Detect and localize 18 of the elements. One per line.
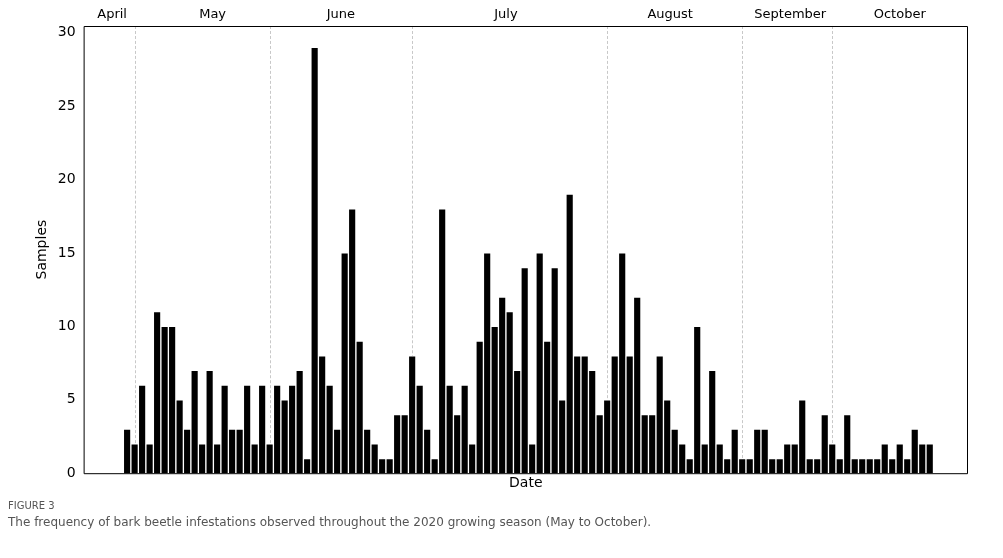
text: September [754, 6, 827, 21]
y-tick-label: 20 [57, 170, 76, 187]
y-tick-label: 5 [66, 390, 76, 407]
y-tick-label: 0 [66, 463, 76, 480]
text: April [97, 6, 127, 21]
caption: FIGURE 3 [8, 500, 56, 511]
y-tick-label: 25 [57, 96, 76, 113]
text: August [647, 6, 693, 21]
text: October [873, 6, 926, 21]
y-tick-label: 10 [57, 316, 76, 333]
text: June [326, 6, 356, 21]
y-axis-title: Samples [33, 219, 50, 280]
x-axis-title: Date [509, 474, 543, 491]
y-tick-label: 15 [57, 243, 76, 260]
text: The frequency of bark beetle infestations observed throughout the 2020 growing season (May to October). [8, 515, 653, 529]
text: May [199, 6, 227, 21]
text: July [494, 6, 518, 21]
y-tick-label: 30 [57, 23, 76, 40]
